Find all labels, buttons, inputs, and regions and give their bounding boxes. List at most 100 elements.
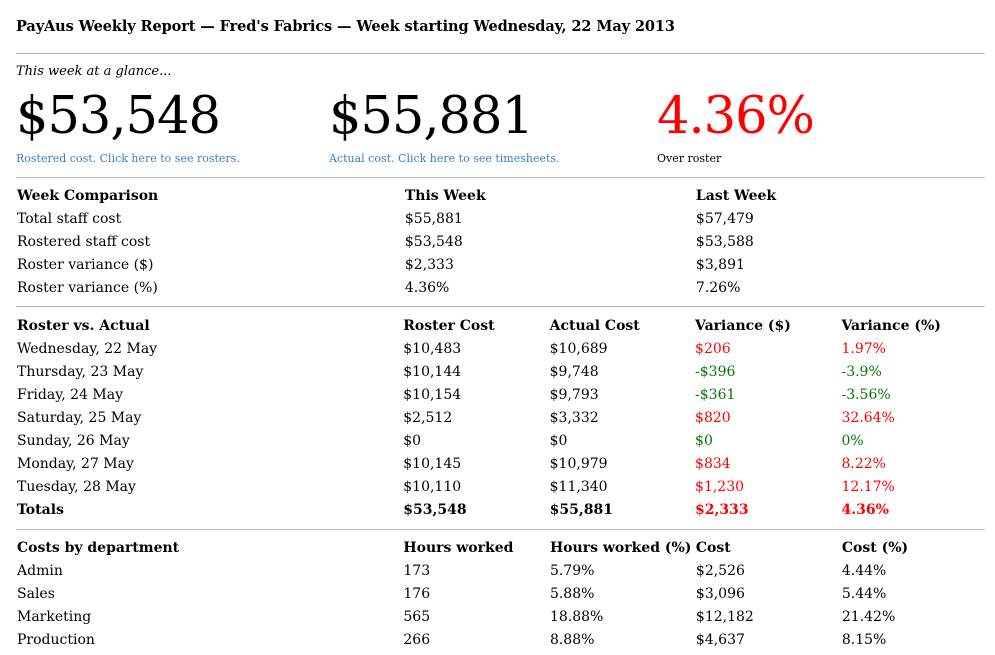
table-cell: $834 [695,456,731,472]
table-cell: Wednesday, 22 May [17,341,158,357]
column-header: This Week [404,188,486,204]
costs-by-department-table: Costs by department Hours worked Hours w… [16,537,985,652]
column-header: Costs by department [17,540,180,556]
table-cell: Saturday, 25 May [17,410,142,426]
table-cell: 4.44% [841,563,887,579]
table-cell: $820 [695,410,731,426]
column-header: Last Week [695,188,777,204]
variance-caption: Over roster [657,152,722,165]
divider [16,306,985,307]
table-row: Rostered staff cost $53,548 $53,588 [16,231,985,254]
table-cell: 21.42% [841,609,896,625]
table-cell: 7.26% [695,280,741,296]
table-cell: $53,548 [404,234,463,250]
timesheets-link[interactable]: Actual cost. Click here to see timesheet… [329,152,560,165]
divider [16,177,985,178]
table-row: Friday, 24 May $10,154 $9,793 -$361 -3.56% [16,384,985,407]
table-cell: $10,154 [403,387,462,403]
kpi-rostered: $53,548 Rostered cost. Click here to see… [16,82,240,165]
table-cell: 266 [403,632,431,648]
rostered-cost-value: $53,548 [16,87,221,146]
table-cell: -$396 [695,364,736,380]
table-header-row: Roster vs. Actual Roster Cost Actual Cos… [16,315,985,338]
column-header: Variance ($) [695,318,791,334]
table-cell: -3.56% [841,387,891,403]
table-cell: 8.22% [841,456,886,472]
table-row: Sunday, 26 May $0 $0 $0 0% [16,430,985,453]
table-cell: 1.97% [841,341,886,357]
table-row: Roster variance (%) 4.36% 7.26% [16,277,985,300]
table-cell: $9,748 [549,364,599,380]
column-header: Variance (%) [841,318,941,334]
table-cell: $10,979 [549,456,608,472]
week-comparison-table: Week Comparison This Week Last Week Tota… [16,185,985,300]
table-cell: Totals [17,502,64,518]
table-cell: Monday, 27 May [17,456,134,472]
table-cell: $2,333 [404,257,454,273]
table-cell: Total staff cost [17,211,122,227]
table-cell: $10,144 [403,364,462,380]
kpi-actual: $55,881 Actual cost. Click here to see t… [329,82,560,165]
table-cell: Roster variance (%) [17,280,158,296]
table-cell: $55,881 [404,211,463,227]
table-cell: 18.88% [549,609,604,625]
table-row: Thursday, 23 May $10,144 $9,748 -$396 -3.9% [16,361,985,384]
table-cell: 8.88% [549,632,595,648]
table-cell: $10,145 [403,456,462,472]
table-cell: $2,512 [403,410,453,426]
table-cell: $10,689 [549,341,608,357]
table-cell: $1,230 [695,479,745,495]
table-header-row: Week Comparison This Week Last Week [16,185,985,208]
table-row: Total staff cost $55,881 $57,479 [16,208,985,231]
table-row: Production 266 8.88% $4,637 8.15% [16,629,985,652]
totals-row: Totals $53,548 $55,881 $2,333 4.36% [16,499,985,522]
table-row: Tuesday, 28 May $10,110 $11,340 $1,230 12.17… [16,476,985,499]
table-cell: $206 [695,341,731,357]
table-cell: $3,332 [549,410,599,426]
actual-cost-value: $55,881 [329,87,534,146]
table-cell: Sunday, 26 May [17,433,130,449]
table-row: Wednesday, 22 May $10,483 $10,689 $206 1.97% [16,338,985,361]
column-header: Roster vs. Actual [17,318,150,334]
report-title: PayAus Weekly Report — Fred's Fabrics — … [16,18,675,35]
table-cell: Sales [17,586,55,602]
table-cell: Admin [17,563,63,579]
table-cell: $0 [549,433,568,449]
table-cell: Thursday, 23 May [17,364,144,380]
table-cell: Tuesday, 28 May [17,479,136,495]
table-header-row: Costs by department Hours worked Hours w… [16,537,985,560]
table-row: Sales 176 5.88% $3,096 5.44% [16,583,985,606]
table-cell: $0 [695,433,713,449]
table-cell: 4.36% [841,502,889,518]
table-cell: -3.9% [841,364,882,380]
column-header: Hours worked [403,540,514,556]
table-cell: $3,096 [695,586,745,602]
column-header: Hours worked (%) [549,540,692,556]
table-cell: 173 [403,563,431,579]
table-cell: -$361 [695,387,736,403]
table-cell: $0 [403,433,422,449]
rosters-link[interactable]: Rostered cost. Click here to see rosters… [16,152,240,165]
table-row: Monday, 27 May $10,145 $10,979 $834 8.22% [16,453,985,476]
table-cell: 8.15% [841,632,887,648]
table-cell: 32.64% [841,410,895,426]
table-row: Marketing 565 18.88% $12,182 21.42% [16,606,985,629]
table-cell: 5.79% [549,563,595,579]
table-cell: $10,483 [403,341,462,357]
table-cell: 5.44% [841,586,887,602]
table-cell: $10,110 [403,479,462,495]
column-header: Roster Cost [403,318,495,334]
table-cell: Roster variance ($) [17,257,154,273]
divider [16,529,985,530]
column-header: Actual Cost [549,318,640,334]
table-cell: 4.36% [404,280,450,296]
table-cell: $9,793 [549,387,599,403]
table-cell: $4,637 [695,632,745,648]
table-cell: Friday, 24 May [17,387,123,403]
table-row: Roster variance ($) $2,333 $3,891 [16,254,985,277]
table-cell: Marketing [17,609,92,625]
column-header: Cost (%) [841,540,909,556]
divider [16,53,985,54]
table-cell: $57,479 [695,211,754,227]
table-cell: Production [17,632,95,648]
